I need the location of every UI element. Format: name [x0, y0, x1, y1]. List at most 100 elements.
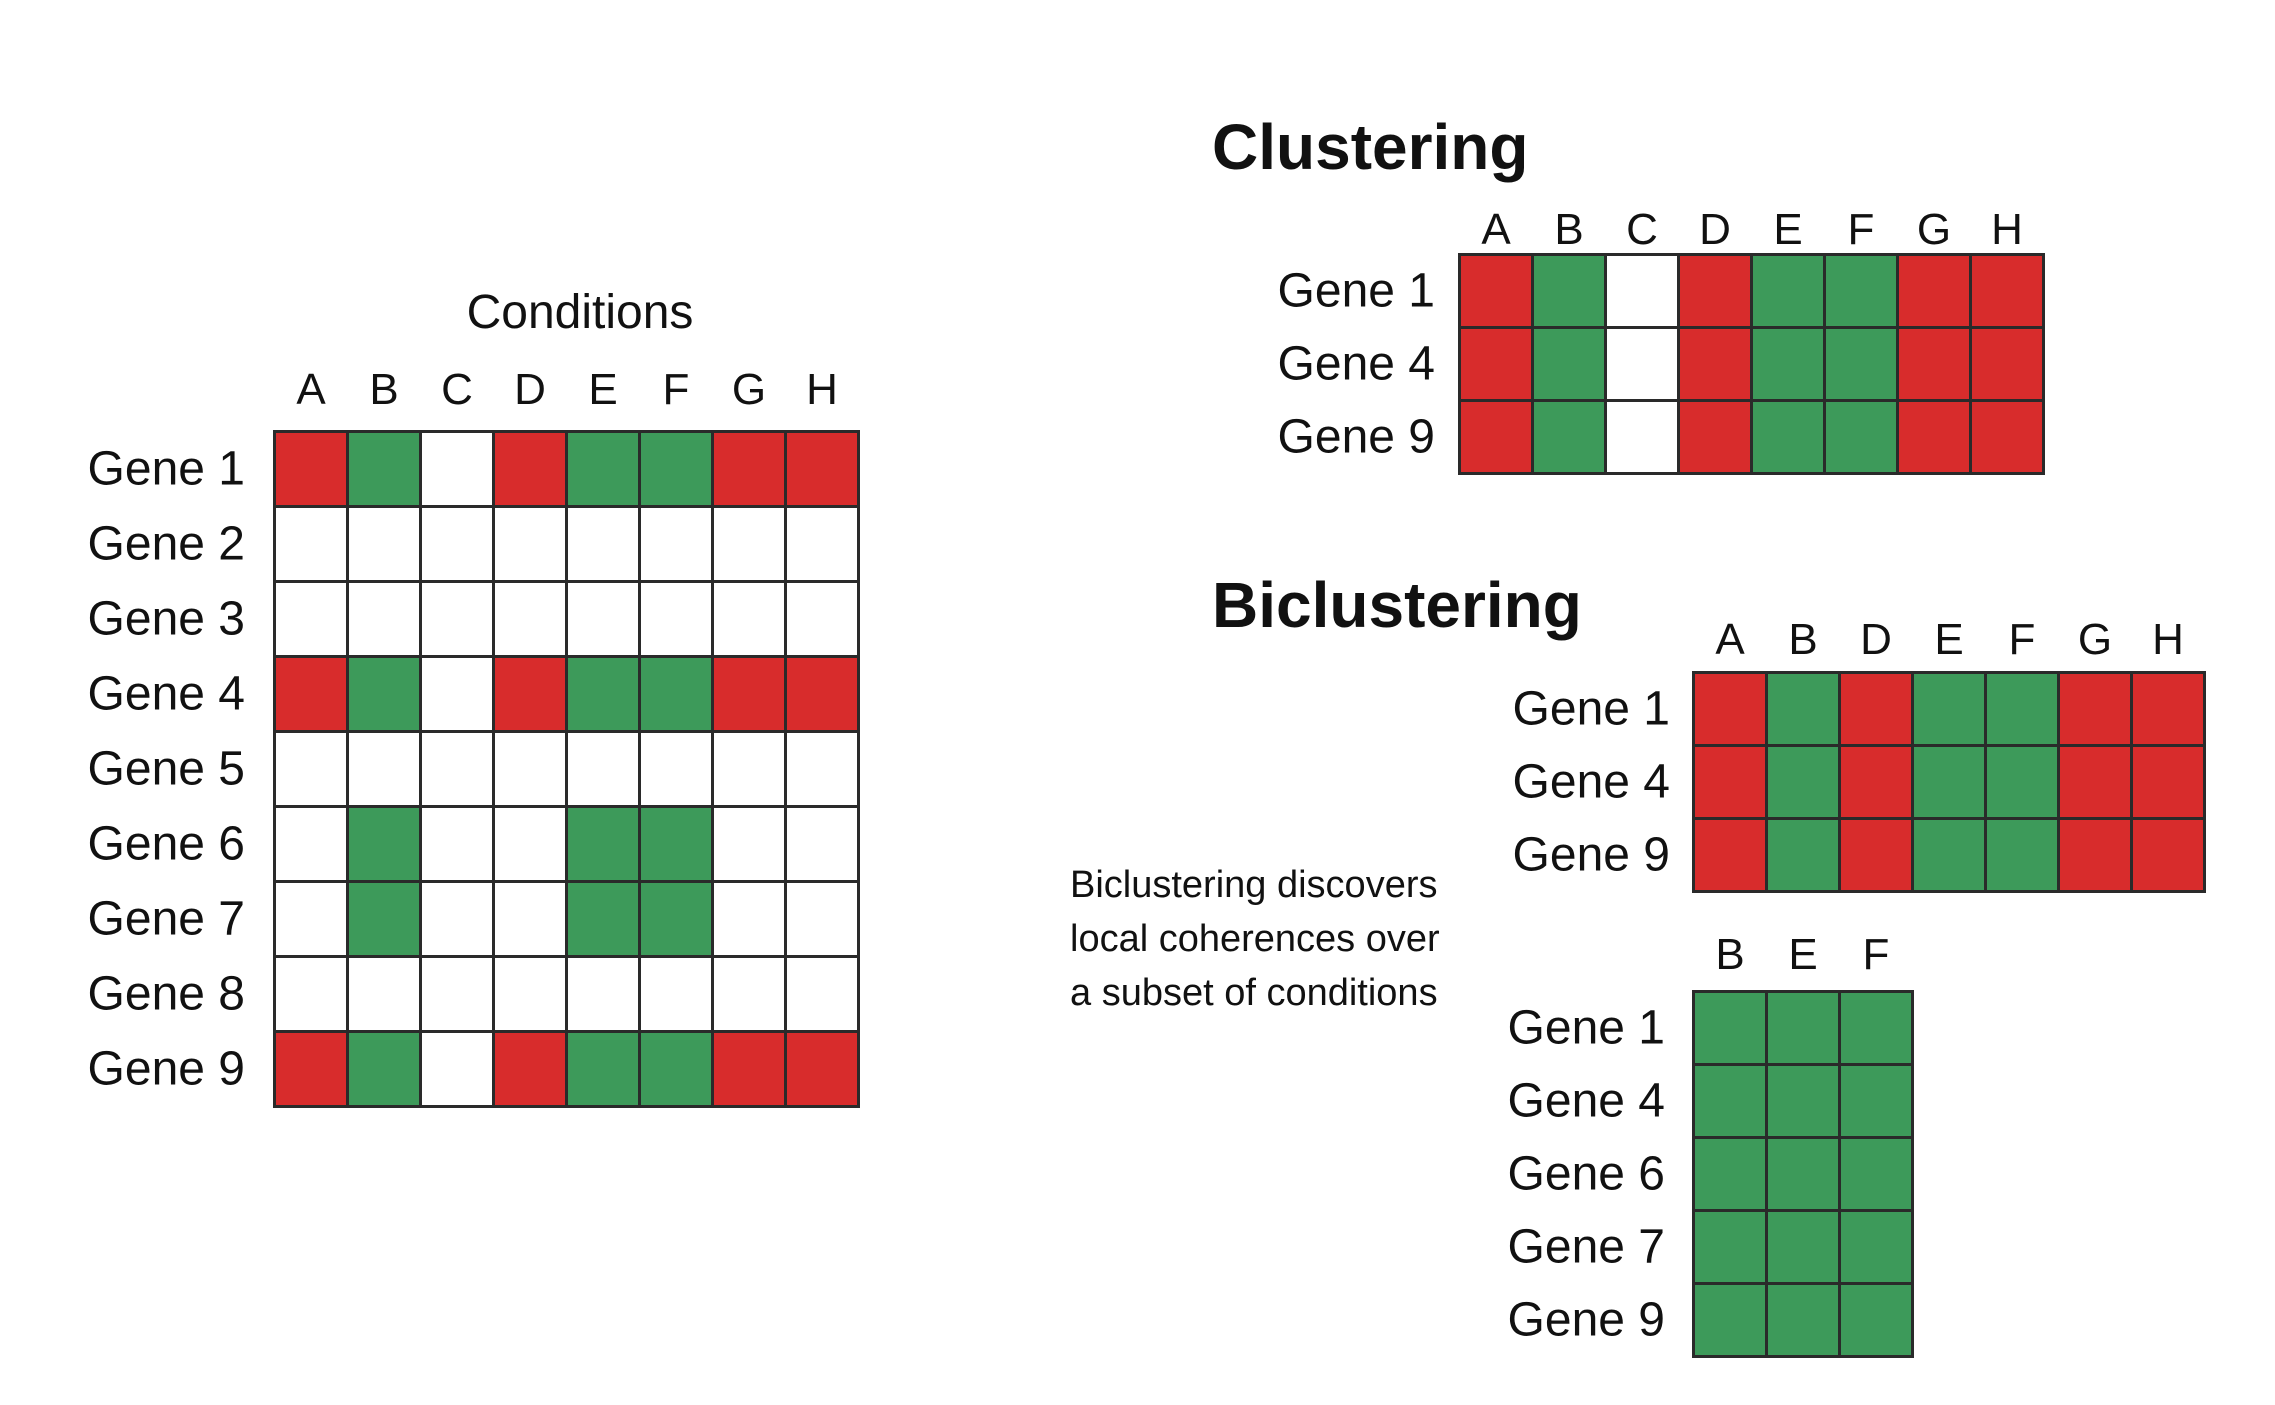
heatmap-cell: [714, 658, 784, 730]
heatmap-cell: [349, 733, 419, 805]
heatmap-cell: [1753, 256, 1823, 326]
heatmap-cell: [276, 508, 346, 580]
column-label: F: [1862, 930, 1890, 979]
column-label: B: [369, 365, 399, 414]
column-label: F: [662, 365, 690, 414]
column-label: D: [1860, 615, 1892, 664]
column-label: A: [296, 365, 326, 414]
heatmap-cell: [568, 658, 638, 730]
column-label: B: [1715, 930, 1745, 979]
heatmap-cell: [349, 958, 419, 1030]
column-label: F: [2008, 615, 2036, 664]
caption-line-2: local coherences over: [1070, 918, 1440, 960]
heatmap-cell: [1695, 1285, 1765, 1355]
bicluster-2-heatmap-grid: [1692, 990, 1914, 1358]
row-label: Gene 4: [1507, 1074, 1665, 1128]
heatmap-cell: [1695, 1066, 1765, 1136]
heatmap-cell: [1753, 329, 1823, 399]
heatmap-cell: [422, 658, 492, 730]
heatmap-cell: [787, 733, 857, 805]
column-label: E: [1934, 615, 1964, 664]
heatmap-cell: [1972, 402, 2042, 472]
row-label: Gene 1: [1512, 682, 1670, 736]
column-label: E: [588, 365, 618, 414]
column-label: H: [1991, 205, 2023, 254]
heatmap-cell: [422, 1033, 492, 1105]
heatmap-cell: [2133, 674, 2203, 744]
heatmap-cell: [2133, 820, 2203, 890]
biclustering-caption: Biclustering discovers local coherences …: [1070, 858, 1440, 1020]
column-label: H: [806, 365, 838, 414]
heatmap-cell: [787, 808, 857, 880]
heatmap-cell: [1695, 747, 1765, 817]
heatmap-cell: [276, 1033, 346, 1105]
heatmap-cell: [714, 808, 784, 880]
heatmap-cell: [422, 733, 492, 805]
column-label: D: [1699, 205, 1731, 254]
heatmap-cell: [568, 433, 638, 505]
heatmap-cell: [2060, 674, 2130, 744]
heatmap-cell: [641, 433, 711, 505]
heatmap-cell: [1680, 402, 1750, 472]
heatmap-cell: [1753, 402, 1823, 472]
heatmap-cell: [1987, 820, 2057, 890]
column-label: G: [1916, 205, 1952, 254]
row-label: Gene 1: [87, 442, 245, 496]
heatmap-cell: [422, 508, 492, 580]
row-label: Gene 9: [87, 1042, 245, 1096]
column-label: H: [2152, 615, 2184, 664]
heatmap-cell: [1768, 1139, 1838, 1209]
heatmap-cell: [1768, 674, 1838, 744]
heatmap-cell: [495, 433, 565, 505]
heatmap-cell: [714, 1033, 784, 1105]
heatmap-cell: [641, 883, 711, 955]
heatmap-cell: [1914, 674, 1984, 744]
heatmap-cell: [1899, 402, 1969, 472]
heatmap-cell: [1899, 256, 1969, 326]
heatmap-cell: [276, 433, 346, 505]
column-label: G: [731, 365, 767, 414]
heatmap-cell: [495, 1033, 565, 1105]
heatmap-cell: [787, 658, 857, 730]
heatmap-cell: [276, 733, 346, 805]
heatmap-cell: [1768, 1066, 1838, 1136]
heatmap-cell: [1695, 993, 1765, 1063]
heatmap-cell: [349, 433, 419, 505]
column-label: C: [1626, 205, 1658, 254]
column-label: E: [1788, 930, 1818, 979]
column-label: D: [514, 365, 546, 414]
heatmap-cell: [1607, 256, 1677, 326]
heatmap-cell: [1914, 820, 1984, 890]
column-label: F: [1847, 205, 1875, 254]
heatmap-cell: [422, 808, 492, 880]
heatmap-cell: [349, 883, 419, 955]
heatmap-cell: [568, 883, 638, 955]
heatmap-cell: [2133, 747, 2203, 817]
heatmap-cell: [641, 733, 711, 805]
heatmap-cell: [1841, 820, 1911, 890]
heatmap-cell: [787, 508, 857, 580]
heatmap-cell: [1899, 329, 1969, 399]
main-heatmap-grid: [273, 430, 860, 1108]
heatmap-cell: [787, 433, 857, 505]
column-label: B: [1554, 205, 1584, 254]
heatmap-cell: [1841, 1066, 1911, 1136]
conditions-title: Conditions: [466, 286, 694, 339]
heatmap-cell: [641, 808, 711, 880]
row-label: Gene 4: [1512, 755, 1670, 809]
clustering-heading: Clustering: [1212, 111, 1529, 183]
heatmap-cell: [568, 733, 638, 805]
row-label: Gene 1: [1507, 1001, 1665, 1055]
column-label: G: [2077, 615, 2113, 664]
heatmap-cell: [422, 583, 492, 655]
heatmap-cell: [276, 583, 346, 655]
heatmap-cell: [422, 883, 492, 955]
column-label: E: [1773, 205, 1803, 254]
column-label: B: [1788, 615, 1818, 664]
heatmap-cell: [641, 1033, 711, 1105]
heatmap-cell: [714, 733, 784, 805]
heatmap-cell: [568, 583, 638, 655]
heatmap-cell: [495, 583, 565, 655]
heatmap-cell: [1987, 747, 2057, 817]
heatmap-cell: [349, 808, 419, 880]
